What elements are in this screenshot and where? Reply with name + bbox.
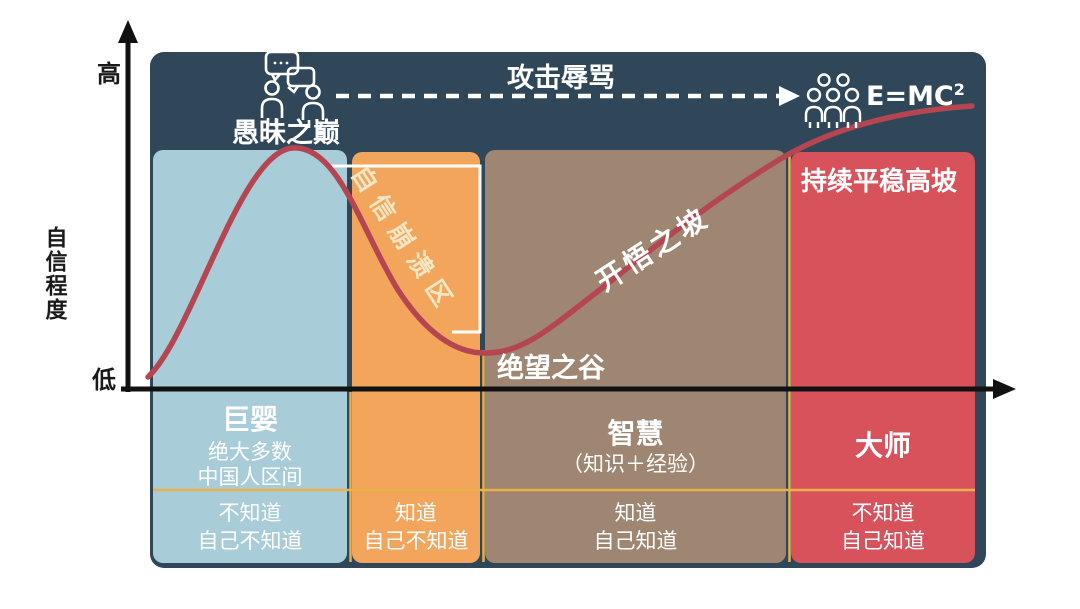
column1-know-line2: 自己不知道 bbox=[197, 528, 303, 553]
column4-title: 大师 bbox=[854, 429, 911, 462]
column4-knowledge: 不知道 自己知道 bbox=[791, 500, 975, 555]
column2-know-line2: 自己不知道 bbox=[363, 528, 469, 553]
column1-subtitle1: 绝大多数 bbox=[208, 440, 292, 464]
column1-title: 巨婴 bbox=[221, 403, 278, 436]
plateau-label: 持续平稳高坡 bbox=[801, 167, 958, 197]
column3-know-line2: 自己知道 bbox=[593, 528, 678, 553]
emc-base: E=MC bbox=[866, 81, 954, 112]
emc-formula: E=MC2 bbox=[866, 80, 965, 112]
column3-knowledge: 知道 自己知道 bbox=[485, 500, 786, 555]
y-axis-title: 自信程度 bbox=[41, 226, 67, 322]
column2-know-line1: 知道 bbox=[395, 501, 437, 525]
column3-know-line1: 知道 bbox=[614, 501, 657, 525]
column4-know-line1: 不知道 bbox=[851, 501, 915, 525]
y-axis-low-label: 低 bbox=[92, 366, 116, 394]
column4-know-line2: 自己知道 bbox=[841, 528, 925, 553]
column1-knowledge: 不知道 自己不知道 bbox=[153, 500, 347, 555]
attack-insult-label: 攻击辱骂 bbox=[507, 63, 615, 94]
y-axis-arrowhead bbox=[118, 20, 138, 43]
column3-title: 智慧 bbox=[607, 417, 664, 450]
column2-knowledge: 知道 自己不知道 bbox=[352, 500, 480, 555]
column3-subtitle1: （知识＋经验） bbox=[562, 452, 709, 476]
peak-of-ignorance-label: 愚昧之巅 bbox=[232, 118, 340, 149]
y-axis-high-label: 高 bbox=[97, 60, 121, 88]
despair-valley-label: 绝望之谷 bbox=[497, 353, 605, 384]
column1-know-line1: 不知道 bbox=[218, 501, 282, 525]
column1-subtitle2: 中国人区间 bbox=[197, 465, 303, 489]
emc-superscript: 2 bbox=[953, 80, 965, 99]
x-axis-arrowhead bbox=[993, 379, 1016, 399]
